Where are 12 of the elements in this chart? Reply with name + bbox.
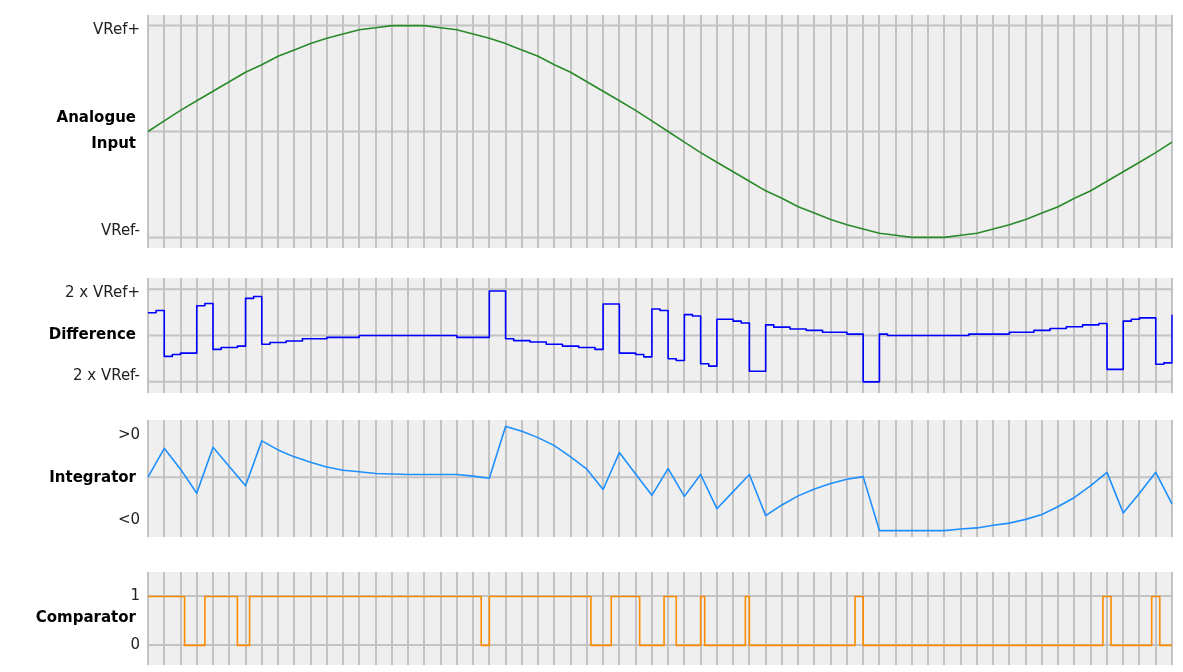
text: >0 bbox=[117, 424, 140, 443]
text: 2 x VRef- bbox=[72, 365, 140, 384]
y-tick-label: 1 bbox=[130, 586, 140, 605]
y-axis-title: Comparator bbox=[35, 608, 137, 627]
y-axis-title: Integrator bbox=[49, 468, 137, 487]
text: 2 x VRef+ bbox=[64, 282, 140, 301]
y-axis-title: Analogue Input bbox=[56, 108, 136, 153]
y-tick-label: 0 bbox=[130, 635, 140, 654]
y-axis-title: Difference bbox=[48, 325, 136, 344]
text: <0 bbox=[117, 509, 140, 528]
text: VRef+ bbox=[92, 19, 140, 38]
text: VRef- bbox=[100, 220, 140, 239]
